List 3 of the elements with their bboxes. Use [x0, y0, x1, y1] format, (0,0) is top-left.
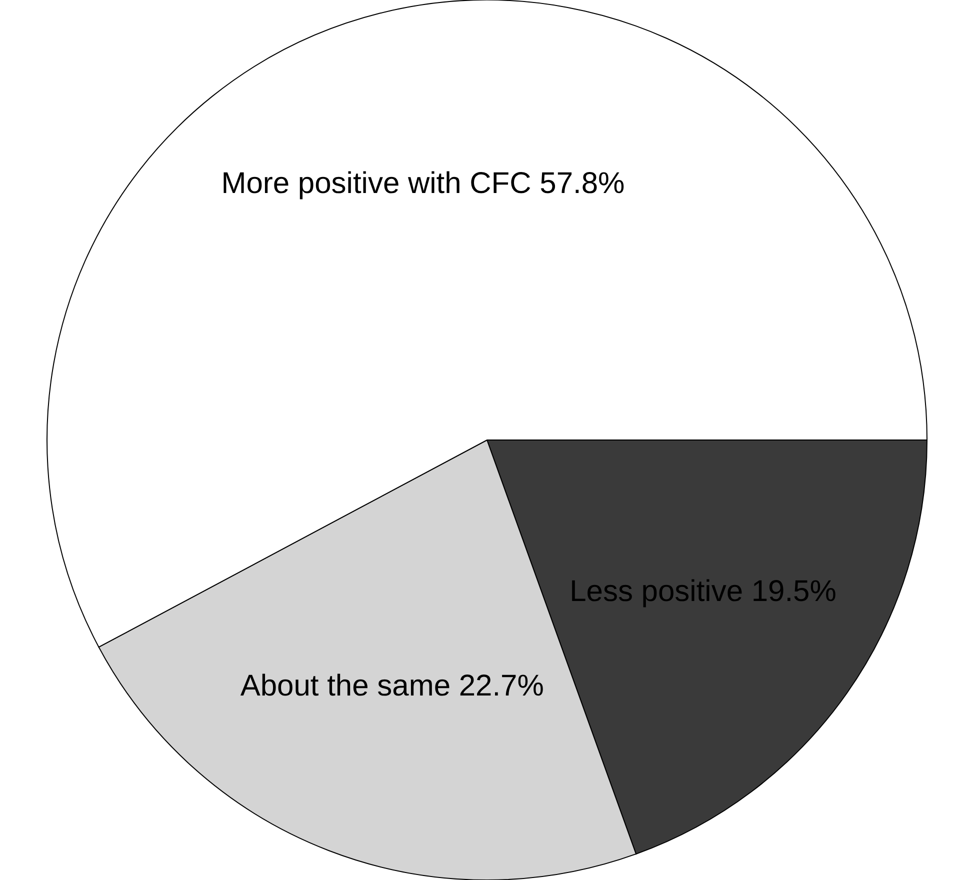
slice-label: About the same 22.7%	[240, 669, 544, 702]
slice-label: More positive with CFC 57.8%	[221, 166, 625, 200]
slice-label: Less positive 19.5%	[570, 574, 836, 608]
